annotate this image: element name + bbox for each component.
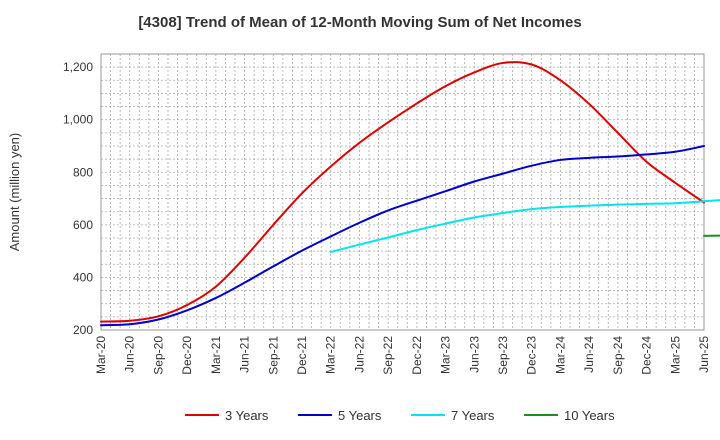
x-tick-label: Jun-20 (123, 336, 137, 373)
series-line-5-years (100, 145, 705, 327)
y-axis-ticks: 200 400 600 800 1,000 1,200 (63, 60, 93, 337)
series-lines (100, 61, 720, 327)
legend: 3 Years 5 Years 7 Years 10 Years (185, 408, 615, 423)
x-tick-label: Mar-25 (668, 336, 682, 374)
x-tick-label: Dec-21 (295, 336, 309, 375)
x-tick-label: Sep-21 (266, 336, 280, 375)
x-tick-label: Dec-24 (640, 336, 654, 375)
x-tick-label: Sep-22 (381, 336, 395, 375)
x-tick-label: Sep-20 (151, 336, 165, 375)
x-tick-label: Sep-23 (496, 336, 510, 375)
y-tick-label: 200 (73, 323, 93, 337)
x-tick-label: Dec-20 (180, 336, 194, 375)
y-axis-title: Amount (million yen) (7, 133, 22, 252)
y-tick-label: 1,200 (63, 60, 93, 74)
x-tick-label: Jun-23 (467, 336, 481, 373)
series-line-10-years (703, 234, 720, 237)
legend-label: 7 Years (451, 408, 495, 423)
legend-label: 5 Years (338, 408, 382, 423)
y-tick-label: 600 (73, 218, 93, 232)
x-tick-label: Mar-24 (553, 336, 567, 374)
chart-title: [4308] Trend of Mean of 12-Month Moving … (138, 14, 582, 31)
series-line-3-years (100, 61, 705, 323)
x-tick-label: Jun-24 (582, 336, 596, 373)
y-tick-label: 1,000 (63, 113, 93, 127)
plot-area (100, 53, 705, 331)
x-tick-label: Mar-22 (324, 336, 338, 374)
x-axis-ticks: Mar-20 Jun-20 Sep-20 Dec-20 Mar-21 Jun-21 Sep-… (94, 336, 711, 375)
x-tick-label: Jun-22 (352, 336, 366, 373)
x-tick-label: Mar-20 (94, 336, 108, 374)
legend-label: 3 Years (225, 408, 269, 423)
x-tick-label: Jun-21 (238, 336, 252, 373)
y-tick-label: 800 (73, 165, 93, 179)
legend-label: 10 Years (564, 408, 615, 423)
grid-lines (101, 54, 704, 330)
y-tick-label: 400 (73, 270, 93, 284)
x-tick-label: Mar-23 (439, 336, 453, 374)
x-tick-label: Mar-21 (209, 336, 223, 374)
x-tick-label: Dec-23 (525, 336, 539, 375)
x-tick-label: Sep-24 (611, 336, 625, 375)
x-tick-label: Jun-25 (697, 336, 711, 373)
series-line-7-years (329, 199, 720, 253)
x-tick-label: Dec-22 (410, 336, 424, 375)
